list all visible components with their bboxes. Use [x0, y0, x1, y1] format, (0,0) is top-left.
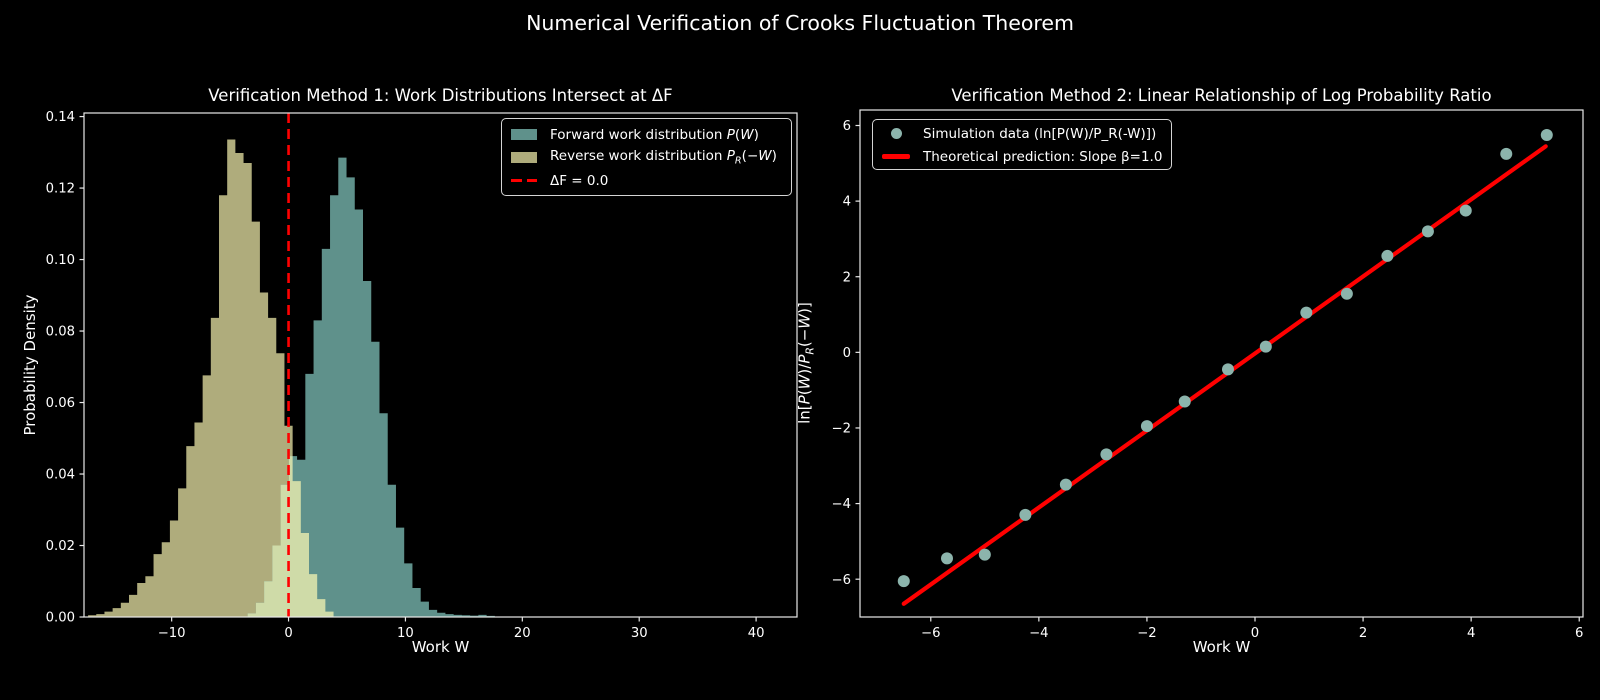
left-y-tick-label: 0.14	[46, 110, 75, 125]
forward-histogram	[247, 157, 495, 617]
right-x-tick-label: 2	[1359, 626, 1367, 641]
left-plot-title: Verification Method 1: Work Distribution…	[208, 86, 673, 105]
scatter-point	[1421, 225, 1434, 238]
left-x-tick-label: 20	[514, 626, 531, 641]
forward-histogram-swatch	[511, 129, 537, 140]
dashed-line-swatch	[511, 178, 537, 183]
scatter-point	[1059, 478, 1072, 491]
left-yaxis-label: Probability Density	[21, 294, 39, 436]
right-x-tick-label: 0	[1251, 626, 1259, 641]
right-y-tick-label: −2	[832, 422, 851, 437]
left-x-tick-label: 10	[397, 626, 414, 641]
left-y-tick-label: 0.04	[46, 468, 75, 483]
right-xaxis-label: Work W	[1192, 638, 1251, 656]
scatter-point	[1500, 147, 1513, 160]
left-legend: Forward work distribution P(W) Reverse w…	[501, 118, 792, 196]
legend-item-delta-f: ΔF = 0.0	[502, 169, 791, 192]
right-x-tick-label: −6	[921, 626, 940, 641]
scatter-point	[1459, 204, 1472, 217]
left-y-tick-label: 0.06	[46, 396, 75, 411]
right-x-tick-label: −2	[1137, 626, 1156, 641]
scatter-point	[1019, 508, 1032, 521]
scatter-point	[1300, 306, 1313, 319]
right-y-tick-label: 2	[843, 270, 851, 285]
legend-item-simulation: Simulation data (ln[P(W)/P_R(-W)])	[873, 122, 1171, 145]
scatter-dot-swatch	[882, 128, 910, 139]
right-legend: Simulation data (ln[P(W)/P_R(-W)]) Theor…	[872, 119, 1172, 170]
right-plot-title: Verification Method 2: Linear Relationsh…	[951, 86, 1492, 105]
legend-item-reverse: Reverse work distribution PR(−W)	[502, 146, 791, 169]
left-y-tick-label: 0.12	[46, 182, 75, 197]
left-xaxis-label: Work W	[411, 638, 470, 656]
theory-prediction-line	[901, 144, 1548, 606]
scatter-point	[897, 575, 910, 588]
legend-item-theory: Theoretical prediction: Slope β=1.0	[873, 145, 1171, 168]
scatter-point	[1100, 448, 1113, 461]
reverse-histogram-swatch	[511, 152, 537, 163]
scatter-point	[1140, 420, 1153, 433]
right-y-tick-label: 6	[843, 119, 851, 134]
right-plot-frame	[859, 109, 1584, 618]
reverse-histogram	[88, 139, 334, 618]
left-y-tick-label: 0.10	[46, 253, 75, 268]
left-y-tick-label: 0.00	[46, 611, 75, 626]
scatter-point	[1381, 249, 1394, 262]
left-y-tick-label: 0.08	[46, 325, 75, 340]
legend-label-reverse: Reverse work distribution PR(−W)	[550, 148, 777, 167]
left-x-tick-label: 40	[748, 626, 765, 641]
legend-item-forward: Forward work distribution P(W)	[502, 123, 791, 146]
left-y-tick-label: 0.02	[46, 539, 75, 554]
legend-label-forward: Forward work distribution P(W)	[550, 126, 759, 143]
legend-label-theory: Theoretical prediction: Slope β=1.0	[923, 148, 1163, 165]
legend-label-delta-f: ΔF = 0.0	[550, 172, 609, 189]
right-yaxis-label: ln[P(W)/PR(−W)]	[795, 302, 817, 424]
left-x-tick-label: 0	[284, 626, 292, 641]
scatter-point	[1221, 363, 1234, 376]
left-plot-frame	[83, 112, 798, 618]
right-y-tick-label: 4	[843, 195, 851, 210]
right-y-tick-label: −4	[832, 497, 851, 512]
scatter-point	[1178, 395, 1191, 408]
right-x-tick-label: −4	[1029, 626, 1048, 641]
legend-label-simulation: Simulation data (ln[P(W)/P_R(-W)])	[923, 125, 1157, 142]
right-y-tick-label: 0	[843, 346, 851, 361]
figure-title: Numerical Verification of Crooks Fluctua…	[526, 11, 1074, 35]
theory-line-swatch	[882, 154, 910, 159]
right-x-tick-label: 6	[1575, 626, 1583, 641]
scatter-point	[1340, 287, 1353, 300]
scatter-point	[1259, 340, 1272, 353]
right-y-tick-label: −6	[832, 573, 851, 588]
left-x-tick-label: −10	[158, 626, 186, 641]
scatter-point	[1540, 128, 1553, 141]
right-x-tick-label: 4	[1467, 626, 1475, 641]
scatter-point	[978, 548, 991, 561]
left-x-tick-label: 30	[631, 626, 648, 641]
scatter-point	[940, 552, 953, 565]
histogram-overlap-region	[88, 456, 495, 617]
